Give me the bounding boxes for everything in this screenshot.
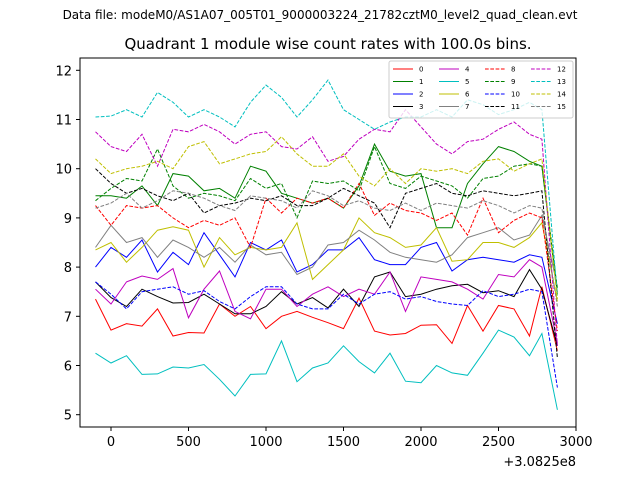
legend-box — [388, 60, 574, 119]
y-tick-label: 12 — [55, 64, 72, 79]
x-tick-label: 2500 — [482, 435, 515, 450]
x-tick-label: 0 — [107, 435, 115, 450]
legend-label-2: 2 — [419, 91, 423, 99]
chart-title: Quadrant 1 module wise count rates with … — [124, 35, 531, 53]
x-tick-label: 500 — [176, 435, 201, 450]
series-line-14 — [95, 135, 558, 300]
legend-label-13: 13 — [557, 78, 566, 86]
series-line-9 — [95, 145, 558, 290]
legend-label-5: 5 — [465, 78, 469, 86]
legend-label-14: 14 — [557, 91, 566, 99]
y-tick-label: 11 — [55, 114, 72, 129]
legend-label-3: 3 — [419, 103, 423, 111]
series-line-8 — [95, 182, 558, 332]
x-tick-label: 3000 — [559, 435, 592, 450]
plot-area — [95, 79, 558, 410]
series-line-15 — [95, 190, 558, 307]
y-tick-label: 7 — [64, 310, 72, 325]
legend-label-6: 6 — [465, 91, 470, 99]
legend-label-7: 7 — [465, 103, 469, 111]
series-line-5 — [95, 329, 558, 410]
series-line-4 — [95, 259, 558, 344]
legend-label-8: 8 — [511, 66, 515, 74]
series-line-10 — [95, 281, 558, 388]
y-tick-label: 6 — [64, 360, 72, 375]
legend-label-9: 9 — [511, 78, 515, 86]
legend-label-12: 12 — [557, 66, 566, 74]
series-line-3 — [95, 268, 558, 346]
legend-label-10: 10 — [511, 91, 520, 99]
x-tick-label: 1000 — [249, 435, 282, 450]
series-line-7 — [95, 214, 558, 287]
y-tick-label: 9 — [64, 212, 72, 227]
series-line-6 — [95, 217, 558, 302]
x-tick-label: 2000 — [404, 435, 437, 450]
series-line-12 — [95, 108, 558, 346]
y-tick-label: 5 — [64, 409, 72, 424]
axes-frame — [79, 57, 577, 428]
series-line-2 — [95, 231, 558, 324]
series-line-0 — [95, 286, 558, 351]
figure-suptitle: Data file: modeM0/AS1A07_005T01_90000032… — [62, 8, 578, 22]
x-tick-label: 1500 — [327, 435, 360, 450]
y-tick-label: 8 — [64, 261, 72, 276]
x-offset-label: +3.0825e8 — [503, 455, 576, 470]
legend-label-1: 1 — [419, 78, 423, 86]
legend-label-15: 15 — [557, 103, 566, 111]
y-tick-label: 10 — [55, 163, 72, 178]
legend-label-4: 4 — [465, 66, 470, 74]
legend-label-0: 0 — [419, 66, 423, 74]
legend-label-11: 11 — [511, 103, 520, 111]
